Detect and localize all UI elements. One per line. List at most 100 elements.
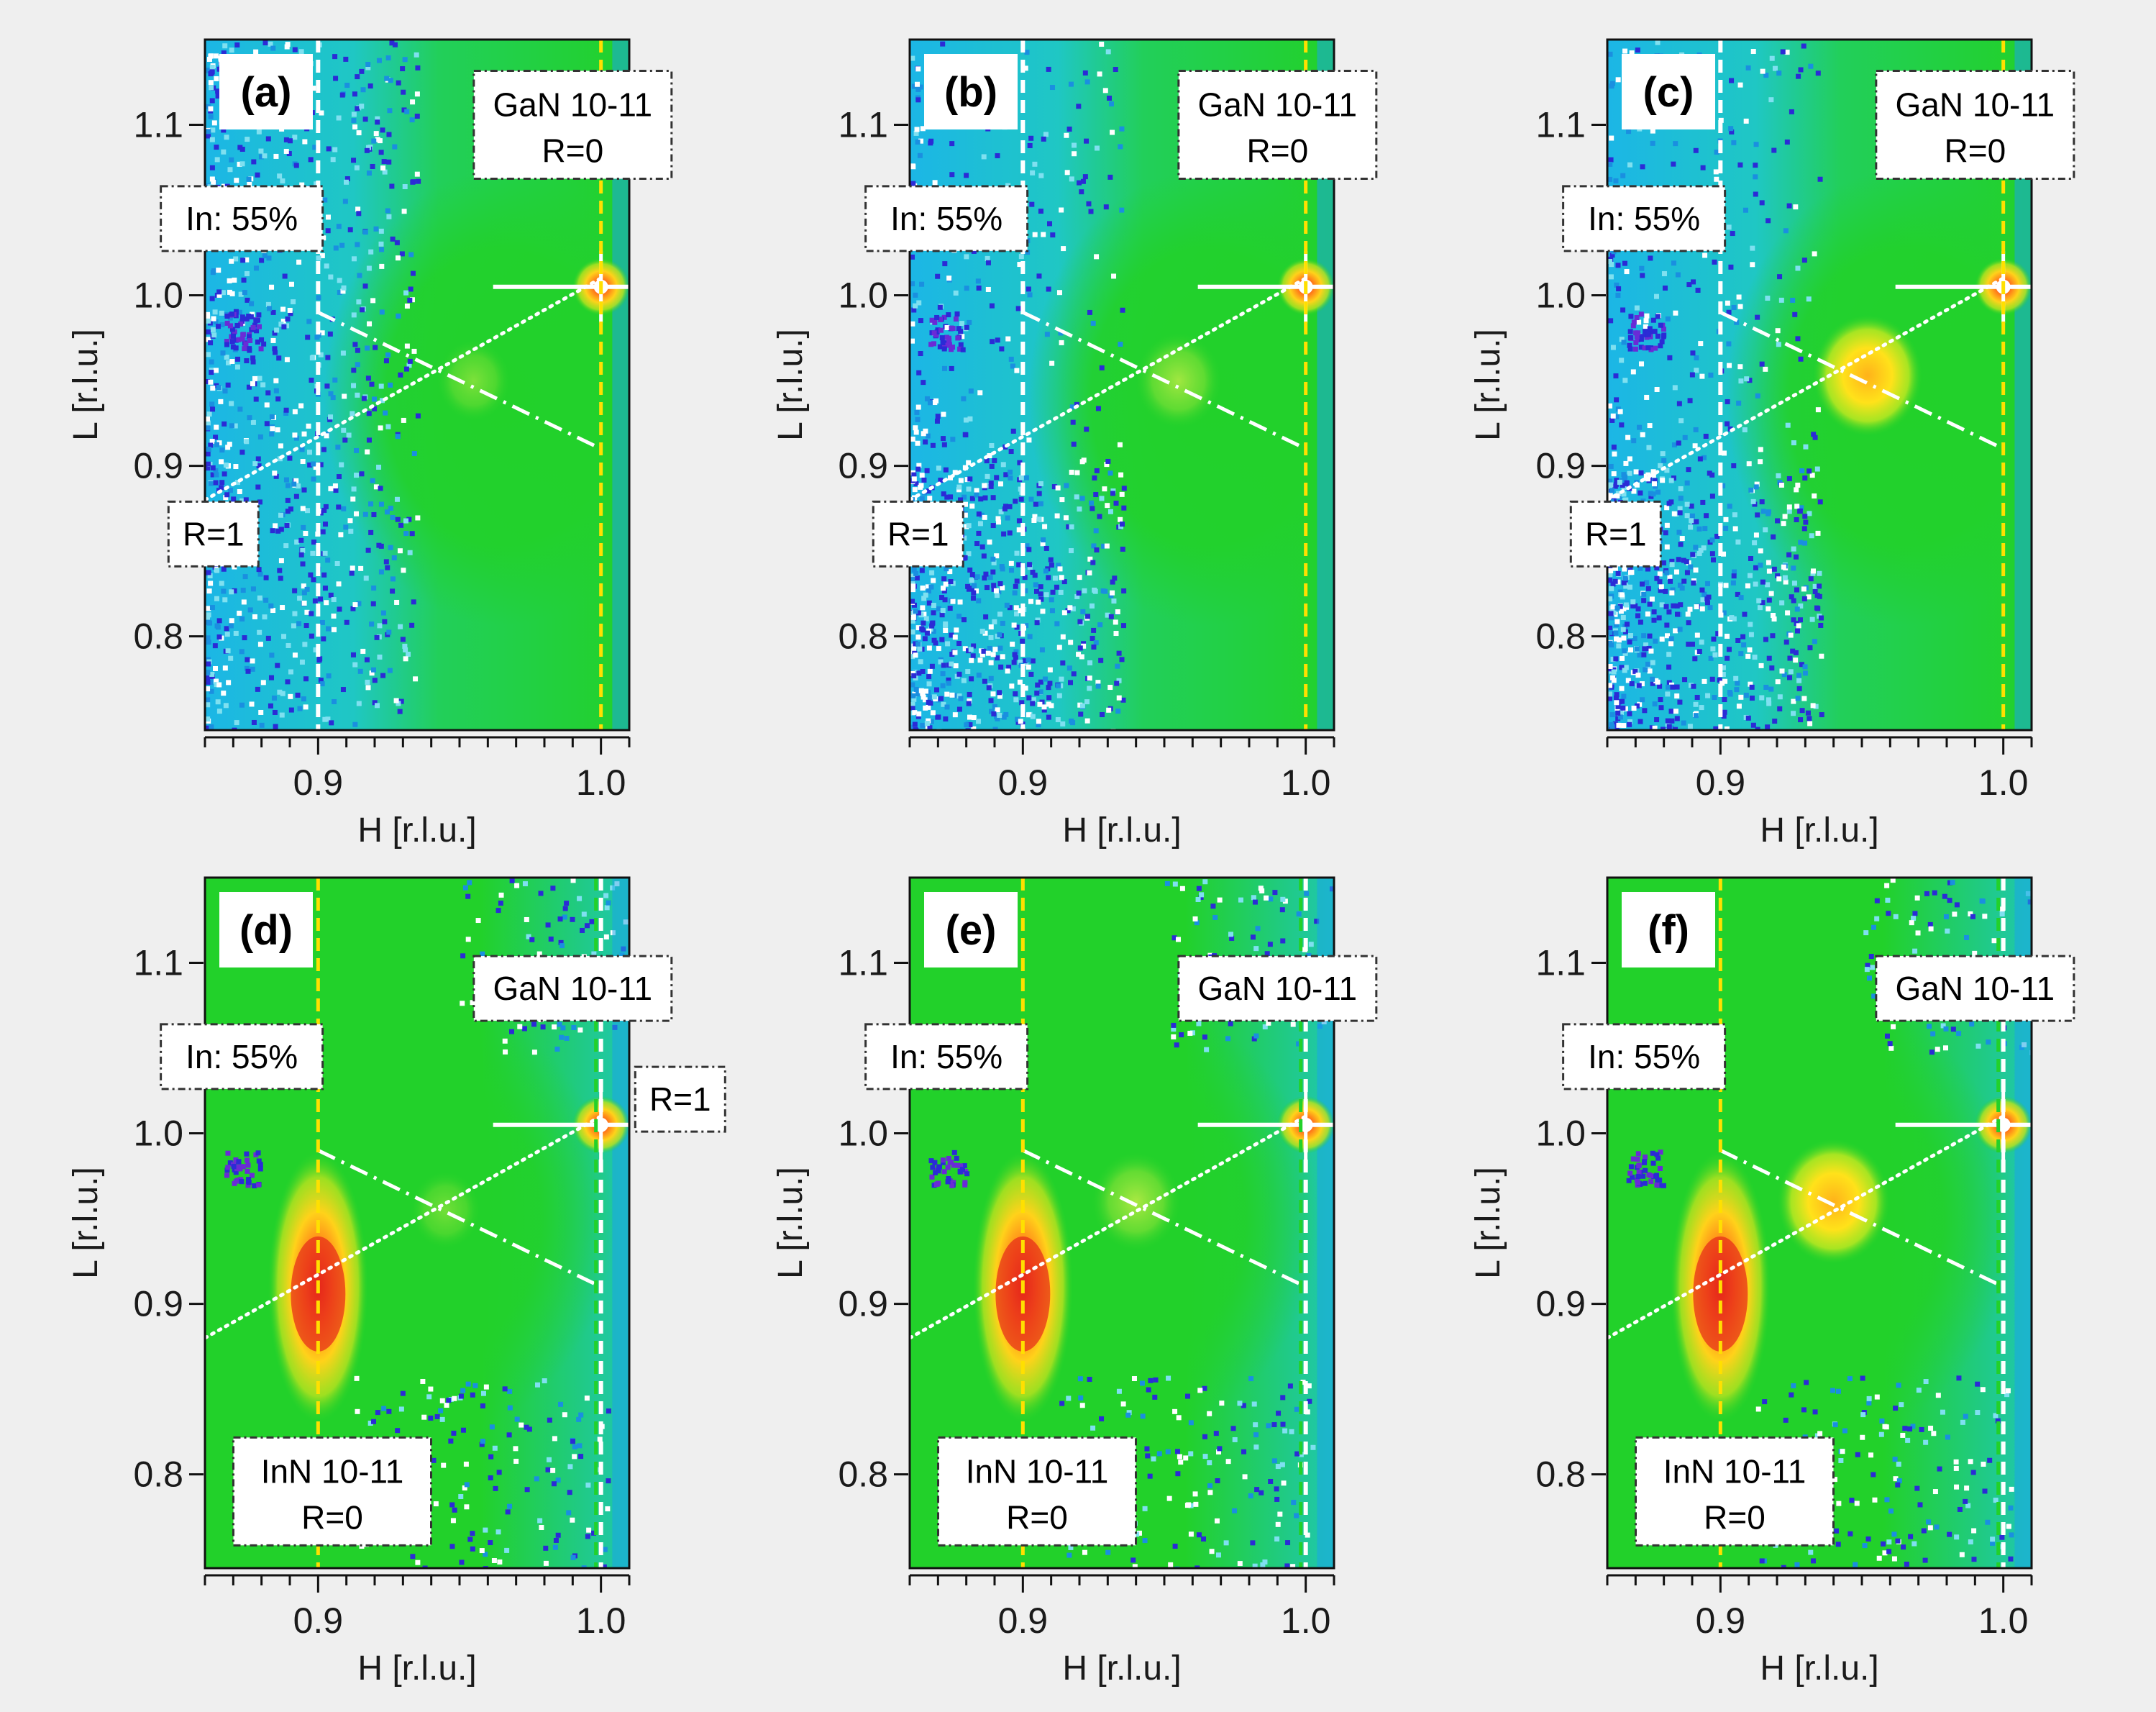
artifact-pixel	[1661, 1183, 1666, 1188]
noise-pixel	[260, 680, 266, 686]
noise-pixel	[1621, 693, 1627, 699]
noise-pixel	[214, 596, 220, 601]
noise-pixel	[1712, 695, 1717, 701]
noise-pixel	[1691, 683, 1696, 689]
peak-ingan	[409, 1170, 481, 1250]
noise-pixel	[1812, 251, 1817, 257]
noise-pixel	[1760, 579, 1766, 585]
noise-pixel	[1676, 529, 1682, 535]
noise-pixel	[956, 487, 962, 493]
noise-pixel	[406, 363, 412, 368]
noise-pixel	[1104, 543, 1110, 549]
noise-pixel	[2008, 1556, 2014, 1562]
noise-pixel	[1027, 562, 1033, 568]
noise-pixel	[319, 619, 325, 625]
noise-pixel	[1687, 398, 1693, 404]
noise-pixel	[913, 481, 919, 486]
noise-pixel	[1112, 575, 1118, 581]
noise-pixel	[1678, 542, 1684, 547]
noise-pixel	[354, 447, 360, 453]
noise-pixel	[1076, 104, 1082, 109]
noise-pixel	[219, 485, 224, 491]
noise-pixel	[1737, 82, 1743, 88]
noise-pixel	[302, 139, 308, 145]
noise-pixel	[1791, 1383, 1796, 1388]
noise-pixel	[403, 647, 408, 652]
artifact-pixel	[1648, 1173, 1654, 1178]
noise-pixel	[326, 146, 332, 152]
noise-pixel	[229, 47, 234, 53]
noise-pixel	[1776, 473, 1781, 478]
noise-pixel	[1654, 565, 1660, 570]
noise-pixel	[1068, 548, 1074, 554]
noise-pixel	[351, 158, 357, 163]
noise-pixel	[992, 727, 998, 730]
noise-pixel	[919, 496, 925, 501]
noise-pixel	[421, 1414, 427, 1420]
noise-pixel	[343, 179, 349, 185]
noise-pixel	[1041, 704, 1047, 710]
noise-pixel	[1917, 1502, 1923, 1508]
artifact-pixel	[1635, 1174, 1641, 1180]
noise-pixel	[205, 425, 211, 431]
noise-pixel	[922, 697, 928, 703]
noise-pixel	[365, 547, 371, 553]
noise-pixel	[1744, 376, 1750, 382]
noise-pixel	[284, 357, 290, 363]
noise-pixel	[1607, 578, 1613, 583]
annotation: R=1	[167, 500, 260, 568]
noise-pixel	[1699, 373, 1705, 379]
noise-pixel	[1693, 701, 1699, 707]
edge-strip	[1317, 40, 1334, 730]
noise-pixel	[1080, 178, 1086, 184]
noise-pixel	[216, 268, 221, 273]
artifact-pixel	[946, 1155, 951, 1161]
noise-pixel	[251, 719, 257, 725]
noise-pixel	[233, 464, 239, 470]
y-axis-title: L [r.l.u.]	[1469, 329, 1507, 441]
artifact-pixel	[951, 1149, 957, 1155]
noise-pixel	[1198, 894, 1204, 900]
noise-pixel	[479, 1548, 485, 1554]
noise-pixel	[941, 663, 946, 668]
noise-pixel	[913, 686, 919, 692]
plot-frame	[908, 38, 1335, 732]
noise-pixel	[1107, 95, 1113, 101]
noise-pixel	[1043, 545, 1049, 551]
noise-pixel	[915, 634, 921, 640]
noise-pixel	[261, 341, 267, 347]
artifact-pixel	[933, 1170, 938, 1175]
noise-pixel	[1625, 434, 1631, 440]
noise-pixel	[391, 555, 397, 560]
noise-pixel	[1049, 597, 1054, 603]
noise-pixel	[1649, 596, 1655, 602]
y-axis-title: L [r.l.u.]	[772, 1167, 810, 1279]
noise-pixel	[1893, 1406, 1899, 1411]
artifact-pixel	[247, 346, 252, 352]
noise-pixel	[367, 321, 373, 327]
artifact-pixel	[233, 1157, 239, 1162]
noise-pixel	[297, 706, 303, 711]
noise-pixel	[246, 384, 252, 390]
noise-pixel	[1087, 1377, 1092, 1383]
noise-pixel	[252, 614, 257, 619]
noise-pixel	[1068, 81, 1074, 87]
noise-pixel	[929, 570, 935, 575]
noise-pixel	[211, 316, 216, 322]
noise-pixel	[285, 509, 291, 514]
noise-pixel	[355, 392, 360, 398]
noise-pixel	[367, 83, 373, 89]
noise-pixel	[1782, 575, 1788, 580]
noise-pixel	[1077, 702, 1083, 708]
annotation-text: R=0	[542, 132, 603, 170]
noise-pixel	[936, 606, 941, 611]
noise-pixel	[280, 605, 286, 611]
noise-pixel	[1058, 330, 1064, 336]
noise-pixel	[1722, 678, 1728, 684]
noise-pixel	[1136, 1530, 1142, 1536]
noise-pixel	[1091, 543, 1097, 549]
noise-pixel	[210, 472, 216, 478]
noise-pixel	[1807, 645, 1813, 651]
noise-pixel	[330, 395, 336, 401]
noise-pixel	[966, 586, 972, 592]
